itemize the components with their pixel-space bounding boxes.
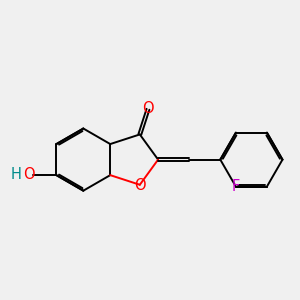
Text: O: O: [142, 101, 154, 116]
Text: O: O: [134, 178, 146, 193]
Text: F: F: [232, 179, 240, 194]
Text: O: O: [23, 167, 35, 182]
Text: H: H: [11, 167, 22, 182]
